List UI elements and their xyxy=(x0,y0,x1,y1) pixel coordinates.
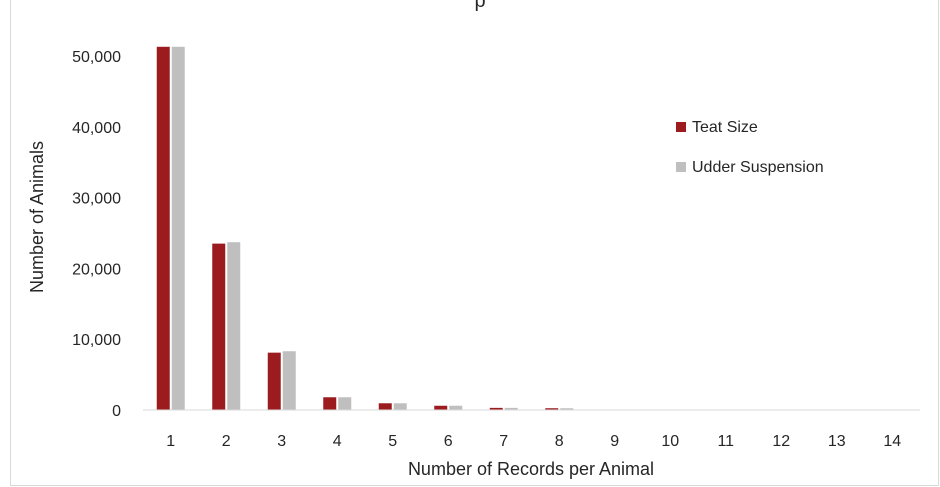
legend-label: Teat Size xyxy=(692,119,758,136)
bar-teat-size-7 xyxy=(489,407,503,410)
bar-teat-size-2 xyxy=(212,243,226,410)
x-tick-label: 6 xyxy=(444,433,453,450)
x-tick-label: 4 xyxy=(333,433,342,450)
y-tick-label: 0 xyxy=(112,403,121,420)
y-tick-label: 30,000 xyxy=(72,191,121,208)
legend: Teat Size Udder Suspension xyxy=(676,119,824,176)
bar-teat-size-1 xyxy=(156,46,170,411)
bar-udder-suspension-4 xyxy=(338,397,352,410)
y-tick-label: 10,000 xyxy=(72,332,121,349)
x-tick-label: 12 xyxy=(772,433,790,450)
x-tick-label: 7 xyxy=(499,433,508,450)
bar-teat-size-3 xyxy=(267,352,281,410)
y-tick-label: 20,000 xyxy=(72,261,121,278)
legend-label: Udder Suspension xyxy=(692,159,824,176)
bar-udder-suspension-2 xyxy=(227,242,241,410)
x-tick-label: 11 xyxy=(717,433,734,450)
x-tick-label: 14 xyxy=(883,433,901,450)
x-tick-label: 10 xyxy=(661,433,679,450)
bar-udder-suspension-7 xyxy=(504,407,518,410)
bar-udder-suspension-5 xyxy=(393,403,407,410)
bar-teat-size-8 xyxy=(545,408,559,410)
x-axis-title: Number of Records per Animal xyxy=(408,459,654,479)
y-tick-label: 50,000 xyxy=(72,49,121,66)
bar-teat-size-4 xyxy=(323,397,337,410)
x-tick-label: 9 xyxy=(610,433,619,450)
bars xyxy=(156,46,907,411)
legend-swatch xyxy=(676,162,686,172)
chart-frame xyxy=(10,0,939,486)
x-tick-label: 1 xyxy=(166,433,175,450)
x-tick-label: 13 xyxy=(828,433,846,450)
bar-udder-suspension-6 xyxy=(449,405,463,410)
x-tick-label: 3 xyxy=(277,433,286,450)
y-axis-title: Number of Animals xyxy=(27,141,47,293)
bar-teat-size-6 xyxy=(434,405,448,410)
y-axis-ticks: 0 10,000 20,000 30,000 40,000 50,000 xyxy=(72,49,121,420)
bar-udder-suspension-3 xyxy=(282,351,296,410)
y-tick-label: 40,000 xyxy=(72,120,121,137)
x-axis-ticks: 1 2 3 4 5 6 7 8 9 10 11 12 13 14 xyxy=(166,433,901,450)
bar-udder-suspension-8 xyxy=(560,408,574,410)
x-tick-label: 2 xyxy=(222,433,231,450)
x-tick-label: 5 xyxy=(388,433,397,450)
legend-swatch xyxy=(676,122,686,132)
bar-teat-size-5 xyxy=(378,403,392,410)
chart-title: p xyxy=(474,0,485,12)
bar-udder-suspension-1 xyxy=(171,46,185,411)
x-tick-label: 8 xyxy=(555,433,564,450)
